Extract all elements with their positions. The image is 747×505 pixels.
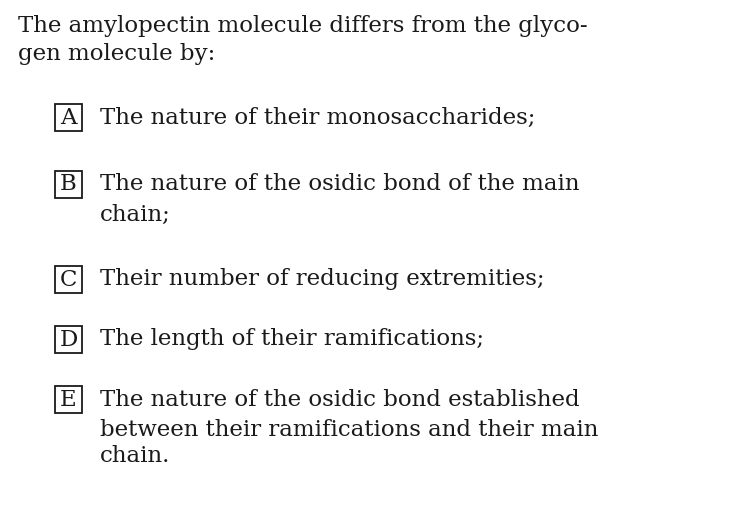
Text: B: B [60,174,77,195]
Bar [55,104,82,131]
Bar [55,266,82,293]
Text: gen molecule by:: gen molecule by: [18,43,215,65]
Text: chain;: chain; [100,204,171,226]
Text: chain.: chain. [100,445,170,468]
Bar [55,326,82,353]
Text: The amylopectin molecule differs from the glyco-: The amylopectin molecule differs from th… [18,15,588,37]
Text: The nature of their monosaccharides;: The nature of their monosaccharides; [100,107,536,128]
Text: D: D [59,328,78,350]
Bar [55,171,82,198]
Text: between their ramifications and their main: between their ramifications and their ma… [100,419,598,440]
Text: E: E [60,388,77,411]
Bar [55,386,82,413]
Text: A: A [61,107,77,128]
Text: Their number of reducing extremities;: Their number of reducing extremities; [100,269,545,290]
Text: The length of their ramifications;: The length of their ramifications; [100,328,484,350]
Text: The nature of the osidic bond established: The nature of the osidic bond establishe… [100,388,580,411]
Text: The nature of the osidic bond of the main: The nature of the osidic bond of the mai… [100,174,580,195]
Text: C: C [60,269,77,290]
